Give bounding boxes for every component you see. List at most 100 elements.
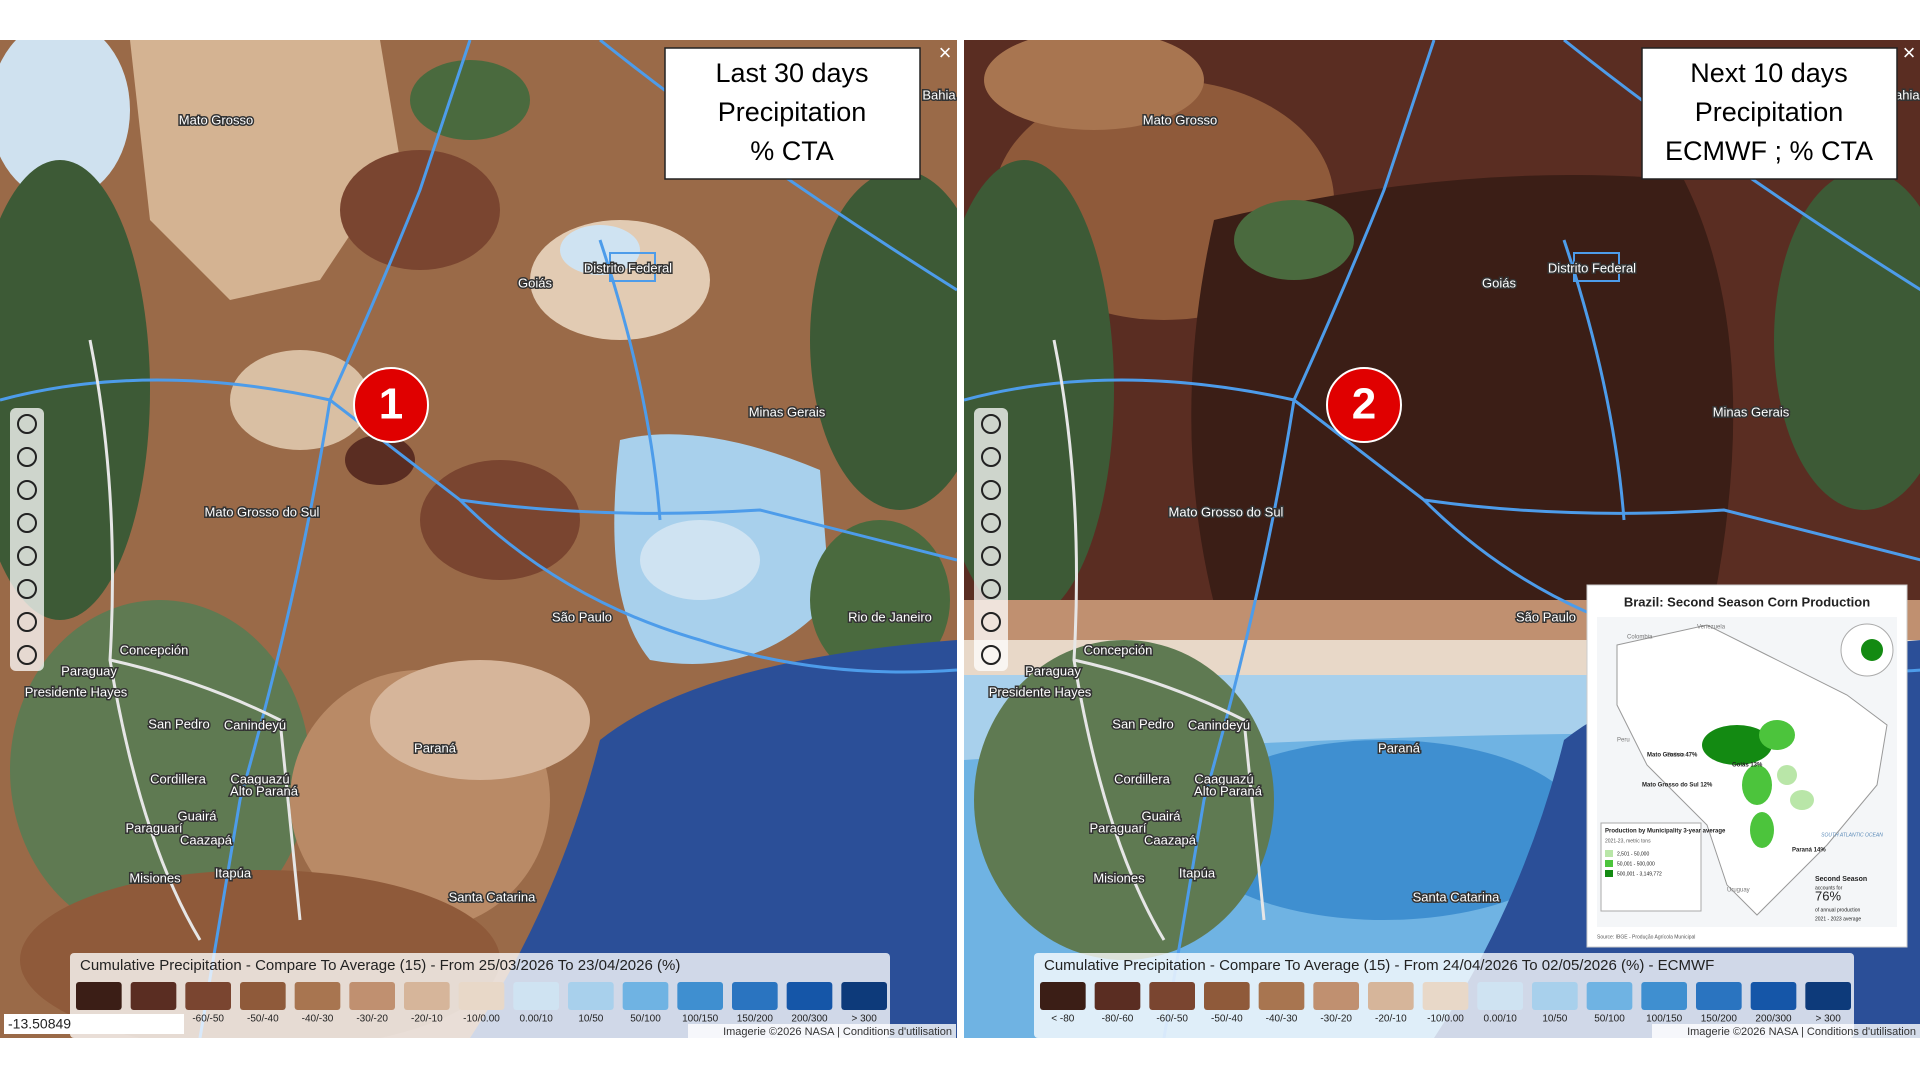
state-label: Mato Grosso do Sul 12% [1642, 783, 1713, 789]
toolbar-button[interactable] [17, 546, 37, 566]
place-label: São Paulo [1516, 609, 1576, 624]
place-label: Alto Paraná [230, 783, 299, 798]
country-label: Peru [1617, 738, 1630, 744]
place-label: Caazapá [180, 832, 233, 847]
state-label: Mato Grosso 47% [1647, 753, 1698, 759]
legend-swatch [677, 982, 723, 1010]
inset-note: 76% [1815, 888, 1841, 903]
toolbar-button[interactable] [17, 414, 37, 434]
legend-label: 50/100 [630, 1014, 661, 1025]
legend-label: 0.00/10 [519, 1014, 553, 1025]
legend-label: -60/-50 [192, 1014, 224, 1025]
place-label: Concepción [1084, 642, 1153, 657]
toolbar-button[interactable] [981, 447, 1001, 467]
forest [810, 520, 950, 680]
place-label: Paraná [1378, 740, 1421, 755]
border-line [964, 378, 1920, 562]
legend-swatch [1313, 982, 1359, 1010]
close-button[interactable]: × [1903, 40, 1916, 65]
place-label: Paraguarí [125, 820, 182, 835]
production-area [1759, 720, 1795, 750]
country-border [1073, 658, 1266, 921]
map-region [640, 520, 760, 600]
production-area [1742, 765, 1772, 805]
toolbar-button[interactable] [17, 480, 37, 500]
legend-swatch [1641, 982, 1687, 1010]
legend-label: 100/150 [1646, 1014, 1683, 1025]
toolbar-button[interactable] [981, 579, 1001, 599]
legend-swatch [349, 982, 395, 1010]
coordinates-bg [4, 1014, 184, 1034]
legend-swatch [786, 982, 833, 1010]
border-line [1562, 239, 1626, 521]
toolbar-button[interactable] [981, 612, 1001, 632]
inset-legend: Production by Municipality 3-year averag… [1600, 822, 1726, 912]
place-label: Mato Grosso [1143, 112, 1217, 127]
legend-label: 200/300 [791, 1014, 828, 1025]
place-label: Canindeyú [1188, 717, 1250, 732]
production-area [1790, 790, 1814, 810]
legend-swatch [1368, 982, 1414, 1010]
place-label: Misiones [1093, 870, 1145, 885]
place-label: San Pedro [1112, 716, 1173, 731]
production-area [1750, 812, 1774, 848]
forest [974, 640, 1274, 960]
federal-district [1573, 252, 1620, 282]
place-label: Itapúa [215, 865, 252, 880]
toolbar-button[interactable] [17, 513, 37, 533]
close-button[interactable]: × [939, 40, 952, 65]
toolbar-button[interactable] [17, 579, 37, 599]
toolbar-button[interactable] [981, 546, 1001, 566]
inset-note-head: Second Season [1815, 876, 1867, 883]
place-label: Caaguazú [1194, 771, 1253, 786]
place-label: Paraguay [1025, 663, 1081, 678]
place-label: Guairá [177, 808, 217, 823]
border-line [1292, 40, 1436, 401]
forest [1234, 200, 1354, 280]
map-area: Mato Grosso Goiás Distrito Federal Minas Ge… [0, 40, 957, 1038]
legend-label: 150/200 [737, 1014, 774, 1025]
map-panel: Mato Grosso Goiás Distrito Federal Minas Ge… [0, 40, 957, 1038]
legend-swatch [1696, 982, 1742, 1010]
toolbar-button[interactable] [17, 447, 37, 467]
title-box [1641, 47, 1898, 180]
toolbar-button[interactable] [981, 513, 1001, 533]
legend-swatch [76, 982, 122, 1010]
place-label: Canindeyú [224, 717, 286, 732]
toolbar-button[interactable] [17, 612, 37, 632]
toolbar-button[interactable] [981, 645, 1001, 665]
place-label: Misiones [129, 870, 181, 885]
globe-brazil [1861, 639, 1883, 661]
inset-legend-swatch [1605, 850, 1613, 857]
map-region [984, 40, 1204, 130]
map-region [345, 435, 415, 485]
legend-swatch [513, 982, 559, 1010]
legend-label: -30/-20 [356, 1014, 388, 1025]
place-label: Presidente Hayes [25, 684, 128, 699]
map-region [230, 350, 370, 450]
legend-label: -50/-40 [247, 1014, 279, 1025]
state-label: Paraná 14% [1792, 848, 1826, 854]
toolbar-bg [974, 408, 1008, 671]
toolbar-button[interactable] [981, 414, 1001, 434]
legend-label: > 300 [852, 1014, 878, 1025]
legend-label: -40/-30 [1266, 1014, 1298, 1025]
legend-swatch [1532, 982, 1578, 1010]
marker-label: 1 [379, 380, 403, 429]
legend-label: -60/-50 [1156, 1014, 1188, 1025]
toolbar-button[interactable] [981, 480, 1001, 500]
place-label: Goiás [1482, 275, 1516, 290]
place-label: Distrito Federal [584, 260, 672, 275]
legend-swatch [1149, 982, 1195, 1010]
border-line [458, 498, 957, 674]
toolbar-button[interactable] [17, 645, 37, 665]
inset-note: accounts for [1815, 885, 1843, 891]
panel-title: Precipitation [718, 97, 867, 127]
legend-label: > 300 [1816, 1014, 1842, 1025]
attribution: Imagerie ©2026 NASA | Conditions d'utili… [723, 1026, 952, 1038]
place-label: Minas Gerais [1713, 404, 1790, 419]
place-label: São Paulo [552, 609, 612, 624]
place-label: Itapúa [1179, 865, 1216, 880]
inset-note: of annual production [1815, 907, 1861, 913]
